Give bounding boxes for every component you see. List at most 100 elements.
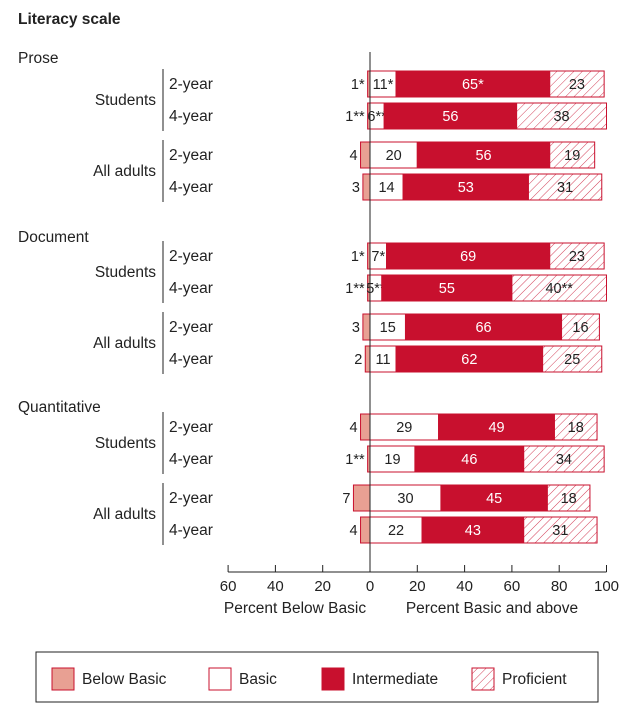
label-proficient: 23 [569,77,585,93]
label-proficient: 18 [561,491,577,507]
legend-label-proficient: Proficient [502,671,567,688]
label-proficient: 25 [564,352,580,368]
bar-proficient [549,70,605,98]
label-proficient: 38 [553,109,569,125]
label-basic: 19 [384,452,400,468]
bar-intermediate [383,102,518,130]
row-label: 2-year [169,76,213,93]
label-basic: 29 [396,420,412,436]
bar-below-basic [362,313,371,341]
bar-intermediate [414,445,525,473]
group-label-students: Students [95,264,156,281]
row-label: 2-year [169,147,213,164]
bar-proficient [549,242,605,270]
bar-proficient [523,445,605,473]
group-label-students: Students [95,435,156,452]
label-below-basic: 3 [352,320,360,336]
row-label: 4-year [169,351,213,368]
label-proficient: 16 [572,320,588,336]
bar-below-basic [360,141,371,169]
bar-intermediate [402,173,529,201]
x-tick-label: 80 [551,578,568,595]
label-below-basic: 4 [349,420,357,436]
bar-proficient [523,516,598,544]
label-basic: 11 [375,352,390,368]
label-proficient: 19 [564,148,580,164]
row-label: 4-year [169,522,213,539]
bar-intermediate [395,345,544,373]
label-intermediate: 56 [475,148,491,164]
label-below-basic: 1* [351,249,365,265]
label-proficient: 31 [557,180,573,196]
label-basic: 11* [373,77,394,93]
label-below-basic: 4 [349,523,357,539]
label-basic: 30 [397,491,413,507]
x-tick-label: 40 [267,578,284,595]
x-axis-label-left: Percent Below Basic [224,600,366,617]
label-basic: 22 [388,523,404,539]
legend-swatch-basic [208,667,232,691]
label-intermediate: 69 [460,249,476,265]
legend-label-basic: Basic [239,671,277,688]
label-proficient: 34 [556,452,572,468]
x-axis-label-right: Percent Basic and above [406,600,578,617]
label-basic: 14 [378,180,394,196]
label-intermediate: 49 [488,420,504,436]
label-proficient: 23 [569,249,585,265]
bar-intermediate [438,413,555,441]
row-label: 2-year [169,248,213,265]
bar-below-basic [362,173,371,201]
group-label-all-adults: All adults [93,335,156,352]
bar-below-basic [360,516,371,544]
bar-intermediate [395,70,551,98]
legend: Below Basic Basic Intermediate Proficient [51,667,567,691]
x-tick-label: 60 [220,578,237,595]
chart-title: Literacy scale [18,11,121,28]
legend-swatch-proficient [471,667,495,691]
label-intermediate: 43 [465,523,481,539]
x-tick-label: 20 [409,578,426,595]
label-intermediate: 65* [462,77,484,93]
bar-proficient [516,102,608,130]
label-below-basic: 1** [345,109,365,125]
bar-intermediate [440,484,548,512]
x-axis: 60 40 20 0 20 40 60 80 100 [220,52,619,595]
label-below-basic: 3 [352,180,360,196]
label-basic: 20 [386,148,402,164]
scale-label-document: Document [18,229,89,246]
legend-box [35,651,599,703]
bar-intermediate [404,313,563,341]
row-label: 4-year [169,280,213,297]
label-below-basic: 4 [349,148,357,164]
row-label: 2-year [169,419,213,436]
label-intermediate: 56 [442,109,458,125]
x-tick-label: 60 [504,578,521,595]
legend-label-intermediate: Intermediate [352,671,438,688]
bar-intermediate [386,242,551,270]
row-label: 4-year [169,179,213,196]
bar-basic [369,173,404,201]
label-below-basic: 2 [354,352,362,368]
bar-below-basic [364,345,371,373]
label-intermediate: 62 [461,352,477,368]
group-label-all-adults: All adults [93,163,156,180]
label-basic: 15 [380,320,396,336]
bar-proficient [542,345,603,373]
bar-basic [369,484,442,512]
legend-swatch-below-basic [51,667,75,691]
legend-label-below-basic: Below Basic [82,671,167,688]
x-tick-label: 20 [314,578,331,595]
label-basic: 6** [367,109,387,125]
label-proficient: 40** [545,281,573,297]
group-label-all-adults: All adults [93,506,156,523]
label-intermediate: 46 [461,452,477,468]
row-label: 4-year [169,451,213,468]
label-basic: 5** [366,281,386,297]
label-basic: 7* [371,249,385,265]
bar-proficient [527,173,603,201]
bar-basic [369,413,440,441]
bar-below-basic [360,413,371,441]
bar-proficient [561,313,600,341]
row-label: 2-year [169,319,213,336]
